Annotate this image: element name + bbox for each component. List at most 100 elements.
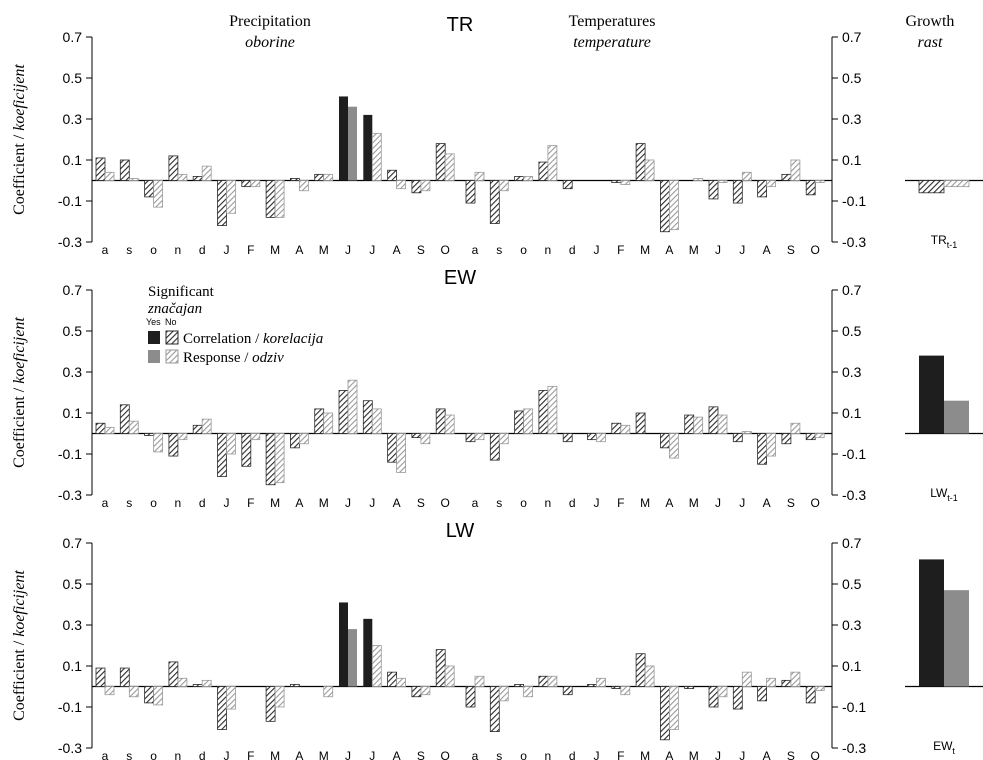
precipitation-response-bar — [371, 645, 382, 687]
precipitation-response-bar — [201, 418, 212, 434]
left-y-tick-label: 0.3 — [63, 111, 83, 127]
precipitation-correlation-bar — [119, 404, 130, 434]
temperature-response-bar — [693, 416, 704, 434]
left-y-tick-label: 0.1 — [63, 658, 83, 674]
precipitation-response-bar — [298, 180, 309, 192]
y-axis-label-en: Coefficient / — [11, 384, 28, 468]
left-y-tick-label: 0.7 — [63, 282, 83, 298]
precipitation-month-label: d — [199, 749, 206, 760]
temperature-response-bar — [766, 180, 776, 188]
precipitation-response-bar — [201, 679, 212, 687]
precipitation-month-label: O — [441, 496, 450, 510]
y-axis-label-en: Coefficient / — [11, 637, 28, 721]
precipitation-month-label: n — [175, 496, 182, 510]
temperature-response-bar — [814, 433, 825, 438]
temperature-correlation-bar — [538, 161, 549, 181]
y-axis-label: Coefficient / koeficijent — [11, 570, 28, 721]
temperature-month-label: J — [739, 243, 745, 257]
precipitation-correlation-bar — [387, 433, 398, 463]
temperature-correlation-bar — [562, 180, 573, 190]
precipitation-correlation-bar — [168, 433, 179, 457]
temperature-month-label: o — [520, 496, 527, 510]
precipitation-month-label: J — [224, 749, 230, 760]
precipitation-header: Precipitation — [229, 13, 311, 30]
temperature-response-bar — [790, 671, 801, 687]
precipitation-correlation-bar — [144, 433, 155, 436]
precipitation-correlation-bar — [387, 169, 398, 181]
temperature-correlation-bar — [781, 173, 792, 181]
growth-response-bar — [944, 400, 969, 434]
temperature-correlation-bar — [732, 686, 743, 710]
precipitation-response-bar — [323, 412, 334, 434]
temperature-month-label: F — [617, 243, 624, 257]
precipitation-response-bar — [201, 165, 212, 181]
temperature-correlation-bar — [489, 180, 500, 224]
precipitation-response-bar — [153, 180, 164, 208]
precipitation-correlation-bar — [411, 433, 422, 438]
temperature-month-label: O — [811, 749, 820, 760]
temperature-correlation-bar — [611, 686, 622, 689]
temperature-correlation-bar — [805, 433, 816, 441]
growth-label-sub: t-1 — [947, 240, 958, 250]
left-y-tick-label: 0.7 — [63, 29, 83, 45]
temperature-month-label: M — [640, 496, 650, 510]
right-y-tick-label: 0.3 — [842, 364, 862, 380]
temperature-correlation-bar — [611, 180, 622, 183]
precipitation-month-label: s — [126, 496, 132, 510]
precipitation-correlation-bar — [217, 686, 227, 730]
precipitation-correlation-bar — [411, 180, 422, 194]
temperature-response-bar — [498, 180, 509, 192]
precipitation-response-bar — [298, 433, 309, 445]
precipitation-response-bar — [128, 178, 139, 181]
precipitation-correlation-bar — [387, 671, 398, 687]
precipitation-month-label: J — [224, 496, 230, 510]
left-y-tick-label: 0.3 — [63, 617, 83, 633]
left-y-tick-label: -0.3 — [58, 740, 82, 756]
temperature-correlation-bar — [587, 684, 597, 687]
legend-correlation-nonsignificant-swatch — [165, 330, 179, 345]
precipitation-month-label: J — [369, 243, 375, 257]
growth-label: LWt-1 — [930, 486, 958, 503]
right-y-tick-label: 0.1 — [842, 658, 862, 674]
temperature-month-label: J — [739, 496, 745, 510]
precipitation-correlation-bar — [144, 180, 155, 198]
precipitation-correlation-bar — [362, 400, 373, 434]
right-y-tick-label: 0.1 — [842, 152, 862, 168]
temperature-correlation-bar — [514, 175, 524, 181]
temperature-correlation-bar — [684, 414, 695, 434]
precipitation-response-bar — [323, 686, 334, 698]
growth-correlation-bar — [919, 355, 944, 434]
growth-label-sub: t — [952, 746, 955, 756]
precipitation-month-label: d — [199, 243, 206, 257]
temperature-correlation-bar — [781, 679, 792, 687]
temperature-correlation-bar — [732, 180, 743, 204]
growth-correlation-bar — [918, 180, 945, 194]
temperatures-header-hr: temperature — [573, 34, 651, 51]
temperature-month-label: J — [715, 496, 721, 510]
right-y-tick-label: 0.5 — [842, 70, 862, 86]
temperature-month-label: n — [545, 243, 552, 257]
growth-label-sub: t-1 — [947, 493, 958, 503]
precipitation-correlation-bar — [192, 684, 203, 687]
right-y-tick-label: 0.7 — [842, 282, 862, 298]
right-y-tick-label: -0.3 — [842, 740, 866, 756]
precipitation-correlation-bar — [265, 686, 276, 722]
precipitation-month-label: d — [199, 496, 206, 510]
legend: Significant značajan Yes No Correlation … — [146, 284, 323, 366]
precipitation-response-bar — [177, 173, 188, 181]
precipitation-correlation-bar — [339, 96, 348, 181]
temperature-response-bar — [669, 686, 679, 730]
precipitation-response-bar — [177, 677, 188, 687]
precipitation-month-label: o — [150, 749, 157, 760]
temperature-response-bar — [717, 414, 728, 434]
growth-label-main: TR — [931, 233, 947, 247]
temperature-correlation-bar — [489, 433, 500, 461]
legend-response-label: Response / odziv — [183, 350, 284, 366]
temperature-response-bar — [814, 180, 825, 183]
temperature-correlation-bar — [489, 686, 500, 732]
legend-correlation-en: Correlation / — [183, 331, 263, 347]
precipitation-correlation-bar — [192, 424, 203, 434]
right-y-tick-label: 0.5 — [842, 323, 862, 339]
precipitation-month-label: J — [224, 243, 230, 257]
temperature-correlation-bar — [465, 180, 476, 204]
